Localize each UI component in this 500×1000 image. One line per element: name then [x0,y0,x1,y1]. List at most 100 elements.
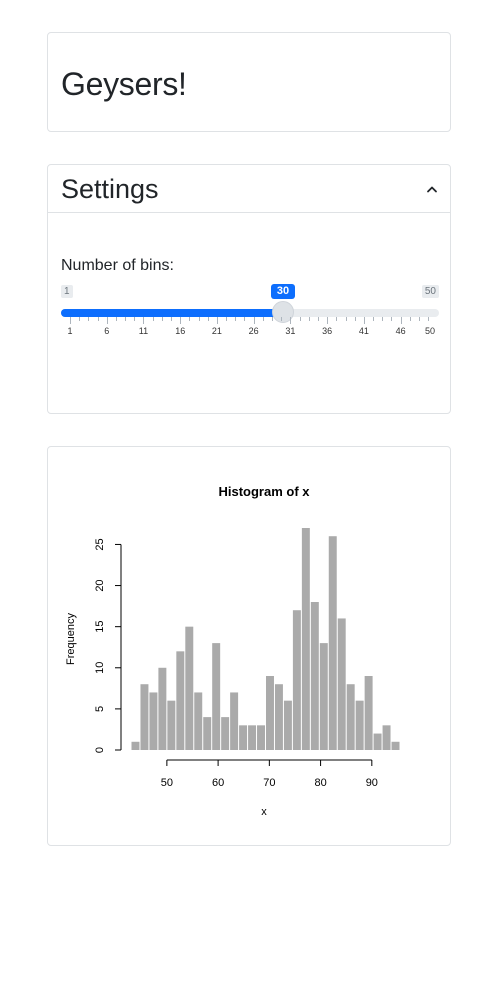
slider-tick [171,317,173,321]
slider-fill [61,309,284,317]
slider-tick [115,317,117,321]
slider-tick [244,317,246,321]
x-tick-label: 80 [314,777,326,789]
slider-tick [373,317,375,321]
bins-slider[interactable]: 1 50 30 1 6 11 16 21 26 31 36 41 46 50 [61,283,439,343]
slider-tick-label: 11 [138,326,149,336]
y-tick-label: 0 [94,747,106,753]
slider-tick [70,317,71,324]
histogram-bar [212,643,221,750]
histogram-bar [203,717,212,750]
y-tick-label: 20 [94,579,106,591]
title-panel: Geysers! [47,32,451,132]
histogram-bar [248,725,257,750]
histogram-bar [319,643,328,750]
slider-tick [198,317,200,321]
y-tick-label: 5 [94,706,106,712]
slider-tick-label: 50 [424,326,436,336]
histogram-bar [382,725,391,750]
slider-tick [226,317,228,321]
chart-title: Histogram of x [218,484,310,499]
settings-panel: Settings Number of bins: 1 50 30 1 6 11 16 2… [47,164,451,414]
chevron-up-icon[interactable] [424,181,440,197]
histogram-bar [373,733,382,750]
slider-tick [336,317,338,321]
histogram-bar [274,684,283,750]
histogram-bar [185,626,194,750]
y-axis-label: Frequency [65,613,77,665]
histogram-bar [328,536,337,750]
histogram-bar [301,528,310,750]
slider-tick [290,317,292,324]
histogram-bar [266,676,274,750]
slider-tick [272,317,274,321]
histogram-bar [292,610,301,750]
slider-handle[interactable] [272,301,295,323]
slider-tick [409,317,411,321]
y-tick-label: 15 [94,621,106,633]
y-tick-label: 25 [94,538,106,550]
slider-tick-label: 26 [248,326,259,336]
slider-tick [106,317,108,324]
slider-tick-label: 16 [175,326,186,336]
slider-tick-label: 36 [322,326,333,336]
histogram-chart: Histogram of x 50 60 70 80 90 x 0 5 10 15 20 25 Frequ… [65,484,400,818]
histogram-bar [310,602,319,750]
slider-tick [88,317,90,321]
histogram-bar [239,725,248,750]
slider-ticks: 1 6 11 16 21 26 31 36 41 46 50 [61,317,439,343]
slider-tick [363,317,365,324]
histogram-bar [355,700,364,750]
histogram-bar [176,651,185,750]
slider-tick [354,317,356,321]
slider-tick [327,317,329,324]
slider-tick [161,317,163,321]
page-title: Geysers! [61,66,187,102]
slider-tick-label: 31 [285,326,296,336]
x-tick-label: 70 [263,777,275,789]
slider-tick [418,317,420,321]
x-axis-label: x [261,806,267,818]
histogram-bar [131,741,140,750]
histogram-bar [257,725,265,750]
slider-tick [189,317,191,321]
x-tick-label: 50 [161,777,173,789]
histogram-bar [230,692,239,750]
histogram-bar [283,700,292,750]
histogram-bar [364,676,373,750]
settings-title: Settings [61,174,159,204]
slider-tick [235,317,237,321]
slider-tick [79,317,81,321]
y-tick-label: 10 [94,662,106,674]
histogram-bar [167,700,176,750]
histogram-bar [194,692,203,750]
slider-tick [317,317,319,321]
slider-value-label: 30 [271,284,296,299]
slider-tick [428,317,430,321]
slider-tick [134,317,136,321]
settings-header[interactable]: Settings [48,165,450,213]
histogram-bar [140,684,149,750]
slider-tick-label: 6 [104,326,110,336]
slider-tick [253,317,255,324]
slider-tick [345,317,347,321]
slider-tick [180,317,182,324]
slider-tick [391,317,393,321]
x-tick-label: 90 [366,777,378,789]
histogram-bar [221,717,230,750]
slider-tick [400,317,402,324]
histogram-bar [149,692,158,750]
histogram-bar [337,618,346,750]
slider-tick [308,317,310,321]
slider-tick [143,317,145,324]
slider-tick [262,317,264,321]
slider-tick [97,317,99,321]
slider-tick-label: 41 [358,326,369,336]
slider-tick [382,317,384,321]
plot-panel: Histogram of x 50 60 70 80 90 x 0 5 10 15 20 25 Frequ… [47,446,451,846]
slider-tick [152,317,154,321]
histogram-bar [346,684,355,750]
slider-min-label: 1 [61,285,73,298]
slider-tick-label: 46 [395,326,406,336]
x-tick-label: 60 [212,777,224,789]
